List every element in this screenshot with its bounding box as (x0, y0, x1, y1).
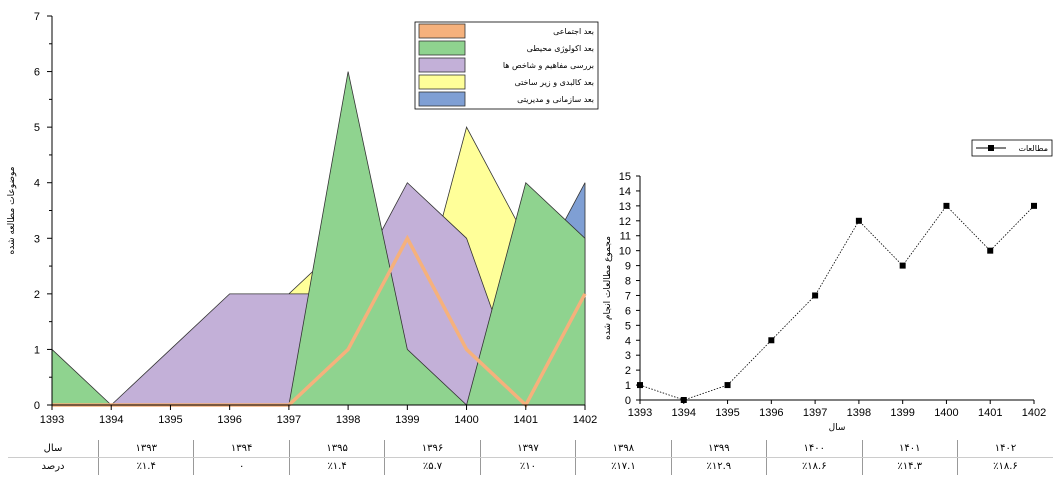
table-cell-year: ۱۴۰۱ (861, 440, 958, 458)
legend-swatch (418, 91, 466, 107)
y-tick-label: 15 (619, 171, 631, 183)
legend-label: مطالعات (1018, 144, 1048, 153)
table-cell-year: ۱۴۰۲ (956, 440, 1053, 458)
table-cell-year: ۱۳۹۷ (479, 440, 576, 458)
row-label-percent: درصد (41, 461, 65, 472)
legend-box (971, 139, 1053, 157)
y-axis-title: موضوعات مطالعه شده (7, 166, 17, 254)
data-point (987, 247, 994, 254)
y-tick-label: 1 (34, 344, 40, 356)
x-tick-label: 1400 (454, 414, 478, 426)
data-point (724, 382, 731, 389)
x-tick-label: 1400 (934, 407, 958, 419)
y-tick-label: 4 (34, 178, 40, 190)
legend-label: بعد کالبدی و زیر ساختی (514, 78, 594, 87)
table-cell-year: ۱۳۹۴ (193, 440, 290, 458)
x-tick-label: 1398 (336, 414, 360, 426)
table-row-years: سال ۱۳۹۳ ۱۳۹۴ ۱۳۹۵ ۱۳۹۶ ۱۳۹۷ ۱۳۹۸ ۱۳۹۹ ۱۴۰۰ ۱۴۰۱… (8, 440, 1053, 458)
data-point (812, 292, 819, 299)
left-legend: بعد اجتماعی بعد اکولوژی محیطی بررسی مفاهیم… (414, 21, 599, 110)
x-tick-label: 1394 (99, 414, 123, 426)
row-label-year: سال (8, 440, 99, 458)
data-point (943, 202, 950, 209)
legend-label: بعد اجتماعی (553, 27, 594, 36)
data-point (768, 337, 775, 344)
x-tick-label: 1395 (158, 414, 182, 426)
y-tick-label: 10 (619, 246, 631, 258)
x-tick-label: 1402 (573, 414, 597, 426)
x-tick-label: 1394 (672, 407, 696, 419)
table-cell-percent: ٪۱۲.۹ (670, 457, 767, 475)
table-cell-percent: ٪۱۸.۶ (956, 457, 1053, 475)
legend-label: بعد سازمانی و مدیریتی (517, 95, 594, 104)
x-tick-label: 1393 (40, 414, 64, 426)
table-cell-percent: ۰ (193, 457, 290, 475)
x-tick-label: 1395 (715, 407, 739, 419)
data-point (855, 217, 862, 224)
y-tick-label: 2 (625, 365, 631, 377)
y-tick-label: 6 (625, 305, 631, 317)
x-tick-label: 1402 (1022, 407, 1046, 419)
stacked-area-chart: 0 1 2 3 4 5 6 7 1393 1394 1395 1396 1397 1398 1399 1400… (7, 11, 599, 426)
y-axis-title: مجموع مطالعات انجام شده (603, 236, 613, 340)
y-tick-label: 12 (619, 216, 631, 228)
legend-swatch (418, 74, 466, 90)
table-cell-percent: ٪۱۰ (479, 457, 576, 475)
y-tick-label: 11 (620, 231, 631, 243)
x-tick-label: 1396 (759, 407, 783, 419)
y-tick-label: 7 (34, 11, 40, 23)
table-cell-percent: ٪۱.۴ (288, 457, 385, 475)
x-tick-label: 1397 (277, 414, 301, 426)
y-tick-label: 14 (619, 186, 631, 198)
table-cell-percent: ٪۱۴.۳ (861, 457, 958, 475)
table-cell-percent: ٪۵.۷ (384, 457, 481, 475)
x-tick-label: 1401 (978, 407, 1002, 419)
table-cell-percent: ٪۱.۴ (97, 457, 194, 475)
table-cell-year: ۱۳۹۶ (384, 440, 481, 458)
legend-label: بعد اکولوژی محیطی (527, 44, 594, 53)
x-axis-title: سال (829, 423, 846, 433)
x-tick-label: 1399 (890, 407, 914, 419)
y-tick-label: 5 (625, 320, 631, 332)
series-line (639, 205, 1035, 401)
year-percent-table: سال ۱۳۹۳ ۱۳۹۴ ۱۳۹۵ ۱۳۹۶ ۱۳۹۷ ۱۳۹۸ ۱۳۹۹ ۱۴۰۰ ۱۴۰۱… (8, 440, 1053, 475)
data-point (1031, 202, 1037, 209)
legend-label: بررسی مفاهیم و شاخص ها (503, 61, 594, 70)
y-tick-label: 7 (625, 290, 631, 302)
right-legend: مطالعات (971, 139, 1053, 157)
table-cell-year: ۱۴۰۰ (766, 440, 862, 458)
y-tick-label: 0 (34, 400, 40, 412)
y-tick-label: 4 (625, 335, 631, 347)
legend-swatch (418, 40, 466, 56)
y-tick-label: 3 (625, 350, 631, 362)
table-cell-year: ۱۳۹۳ (97, 440, 194, 458)
legend-marker (988, 145, 994, 151)
x-tick-label: 1401 (514, 414, 538, 426)
x-tick-label: 1398 (847, 407, 871, 419)
y-tick-label: 8 (625, 276, 631, 288)
table-cell-year: ۱۳۹۹ (670, 440, 767, 458)
legend-swatch (418, 23, 466, 39)
table-cell-percent: ٪۱۷.۱ (575, 457, 672, 475)
legend-swatch (418, 57, 466, 73)
x-tick-label: 1393 (628, 407, 652, 419)
x-tick-label: 1397 (803, 407, 827, 419)
y-tick-label: 3 (34, 233, 40, 245)
data-point (899, 262, 906, 269)
y-tick-label: 9 (625, 261, 631, 273)
y-tick-label: 5 (34, 122, 40, 134)
y-tick-label: 6 (34, 67, 40, 79)
table-cell-year: ۱۳۹۸ (575, 440, 672, 458)
y-tick-label: 13 (619, 201, 631, 213)
y-tick-label: 2 (34, 289, 40, 301)
table-cell-year: ۱۳۹۵ (288, 440, 385, 458)
y-tick-label: 0 (625, 395, 631, 407)
x-tick-label: 1399 (395, 414, 419, 426)
table-row-percents: درصد ٪۱.۴ ۰ ٪۱.۴ ٪۵.۷ ٪۱۰ ٪۱۷.۱ ٪۱۲.۹ ٪۱۸.۶ ٪۱۴.… (8, 457, 1053, 475)
x-tick-label: 1396 (217, 414, 241, 426)
y-tick-label: 1 (625, 380, 631, 392)
table-cell-percent: ٪۱۸.۶ (766, 457, 862, 475)
